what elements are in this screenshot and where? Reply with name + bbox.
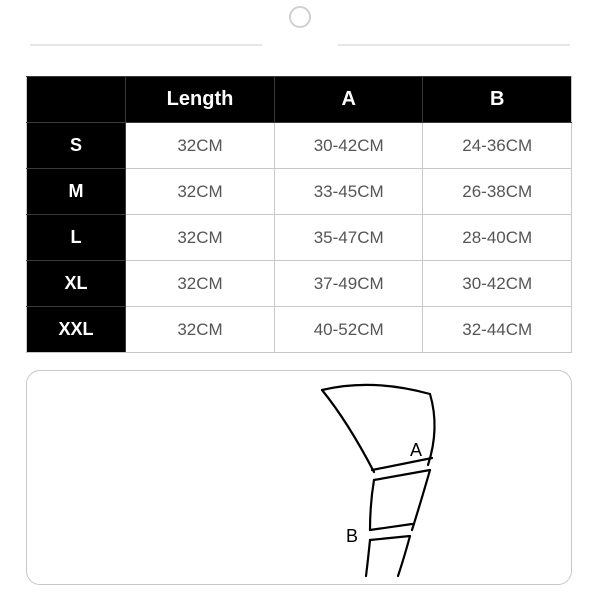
cell-b: 26-38CM	[423, 169, 572, 215]
table-row: XL 32CM 37-49CM 30-42CM	[27, 261, 572, 307]
cell-length: 32CM	[126, 123, 275, 169]
cell-a: 33-45CM	[274, 169, 423, 215]
cell-a: 30-42CM	[274, 123, 423, 169]
diagram-label-a: A	[410, 440, 422, 460]
cell-a: 40-52CM	[274, 307, 423, 353]
table-row: S 32CM 30-42CM 24-36CM	[27, 123, 572, 169]
cell-b: 32-44CM	[423, 307, 572, 353]
table-header-row: Length A B	[27, 77, 572, 123]
cell-length: 32CM	[126, 169, 275, 215]
page: Length A B S 32CM 30-42CM 24-36CM M 32CM…	[0, 0, 600, 600]
leg-diagram-icon: A B	[312, 380, 492, 580]
divider	[338, 44, 570, 46]
cell-size: XL	[27, 261, 126, 307]
cell-a: 35-47CM	[274, 215, 423, 261]
header-length: Length	[126, 77, 275, 123]
header-size	[27, 77, 126, 123]
size-chart-table: Length A B S 32CM 30-42CM 24-36CM M 32CM…	[26, 76, 572, 353]
cell-length: 32CM	[126, 215, 275, 261]
cell-size: M	[27, 169, 126, 215]
table-row: L 32CM 35-47CM 28-40CM	[27, 215, 572, 261]
cell-size: L	[27, 215, 126, 261]
hang-tab	[230, 0, 370, 60]
cell-a: 37-49CM	[274, 261, 423, 307]
diagram-label-b: B	[346, 526, 358, 546]
table-row: XXL 32CM 40-52CM 32-44CM	[27, 307, 572, 353]
header-a: A	[274, 77, 423, 123]
cell-size: XXL	[27, 307, 126, 353]
cell-b: 30-42CM	[423, 261, 572, 307]
cell-b: 28-40CM	[423, 215, 572, 261]
header-b: B	[423, 77, 572, 123]
cell-b: 24-36CM	[423, 123, 572, 169]
cell-length: 32CM	[126, 261, 275, 307]
cell-size: S	[27, 123, 126, 169]
cell-length: 32CM	[126, 307, 275, 353]
hang-hole-icon	[289, 6, 311, 28]
table-row: M 32CM 33-45CM 26-38CM	[27, 169, 572, 215]
divider	[30, 44, 262, 46]
